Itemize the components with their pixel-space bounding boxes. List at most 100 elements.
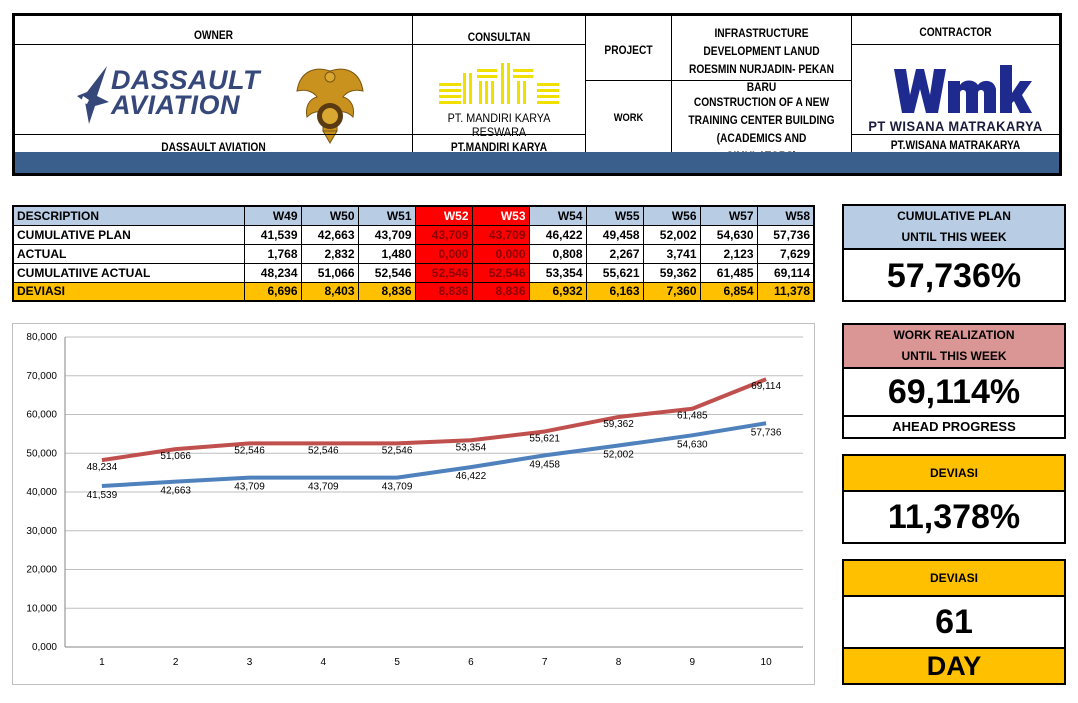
y-tick-label: 50,000 [26, 448, 57, 459]
table-row: CUMULATIIVE ACTUAL 48,234 51,066 52,546 … [12, 262, 815, 283]
table-cell: 69,114 [756, 262, 815, 283]
table-cell: 43,709 [414, 224, 473, 245]
contractor-name: PT.WISANA MATRAKARYA [890, 138, 1021, 152]
table-cell: 51,066 [300, 262, 359, 283]
table-header-cell: W56 [642, 205, 701, 226]
dassault-aviation-logo: DASSAULT AVIATION [75, 66, 275, 136]
deviasi-days-panel: DEVIASI 61 DAY [842, 559, 1066, 685]
data-label: 61,485 [677, 411, 708, 422]
contractor-label: CONTRACTOR [919, 25, 992, 39]
table-cell: 61,485 [699, 262, 758, 283]
consultant-cell: CONSULTAN PT. MANDIRI KARYA RESWARA PT.M… [413, 16, 586, 168]
table-cell: 11,378 [756, 281, 815, 302]
data-label: 41,539 [87, 490, 118, 501]
work-label: WORK [613, 112, 644, 124]
data-label: 51,066 [160, 451, 191, 462]
y-tick-label: 30,000 [26, 526, 57, 537]
deviasi-days-unit: DAY [844, 647, 1064, 683]
table-cell: 2,832 [300, 243, 359, 264]
cumulative-plan-panel: CUMULATIVE PLAN UNTIL THIS WEEK 57,736% [842, 204, 1066, 302]
y-tick-label: 10,000 [26, 603, 57, 614]
header-rule [586, 80, 852, 81]
progress-status: AHEAD PROGRESS [844, 415, 1064, 437]
project-header: OWNER DASSAULT AVIATION DASSAULT AVIATIO… [12, 13, 1062, 176]
y-tick-label: 80,000 [26, 332, 57, 343]
panel-caption: UNTIL THIS WEEK [901, 349, 1007, 363]
x-tick-label: 10 [761, 657, 773, 668]
chart-svg: 0,000 10,000 20,000 30,000 40,000 50,000 60,00… [26, 332, 803, 668]
deviasi-days-value: 61 [844, 595, 1064, 647]
table-header-cell: W58 [756, 205, 815, 226]
data-label: 52,546 [234, 445, 265, 456]
project-label-cell: PROJECT WORK [586, 16, 672, 155]
progress-table: DESCRIPTION W49 W50 W51 W52 W53 W54 W55 … [12, 205, 815, 302]
x-tick-label: 2 [173, 657, 179, 668]
panel-caption: DEVIASI [844, 456, 1064, 490]
table-cell: 1,768 [243, 243, 302, 264]
y-tick-label: 20,000 [26, 565, 57, 576]
table-cell: 52,002 [642, 224, 701, 245]
data-label: 43,709 [234, 482, 265, 493]
air-force-emblem-icon [296, 68, 364, 144]
project-value-cell: INFRASTRUCTURE DEVELOPMENT LANUD ROESMIN… [672, 16, 852, 163]
deviasi-percent-panel: DEVIASI 11,378% [842, 454, 1066, 544]
table-cell: 48,234 [243, 262, 302, 283]
table-cell: 6,696 [243, 281, 302, 302]
table-cell: 0,808 [528, 243, 587, 264]
progress-line-chart: 0,000 10,000 20,000 30,000 40,000 50,000 60,00… [12, 323, 815, 685]
data-label: 52,002 [603, 449, 634, 460]
table-row: CUMULATIVE PLAN 41,539 42,663 43,709 43,… [12, 224, 815, 245]
data-label: 69,114 [751, 381, 781, 392]
project-label: PROJECT [604, 43, 653, 57]
table-cell: 8,836 [414, 281, 473, 302]
series-line [101, 421, 767, 489]
data-label: 52,546 [308, 445, 339, 456]
consultant-logo-text: PT. MANDIRI KARYA RESWARA [447, 111, 551, 139]
project-value: INFRASTRUCTURE DEVELOPMENT LANUD ROESMIN… [688, 26, 835, 94]
table-header-cell: W50 [300, 205, 359, 226]
panel-caption: UNTIL THIS WEEK [901, 230, 1007, 244]
table-cell: 7,629 [756, 243, 815, 264]
header-rule [852, 134, 1059, 135]
owner-cell: OWNER DASSAULT AVIATION DASSAULT AVIATIO… [15, 16, 413, 155]
x-tick-label: 4 [321, 657, 327, 668]
work-realization-value: 69,114% [844, 367, 1064, 415]
y-tick-label: 60,000 [26, 410, 57, 421]
table-cell: 0,000 [414, 243, 473, 264]
table-cell: 59,362 [642, 262, 701, 283]
table-header-cell: W57 [699, 205, 758, 226]
x-tick-label: 3 [247, 657, 253, 668]
data-label: 54,630 [677, 439, 708, 450]
table-cell: 53,354 [528, 262, 587, 283]
row-label: DEVIASI [12, 281, 245, 302]
data-label: 52,546 [382, 445, 413, 456]
table-row-deviasi: DEVIASI 6,696 8,403 8,836 8,836 8,836 6,… [12, 281, 815, 302]
table-cell: 1,480 [357, 243, 416, 264]
panel-caption: DEVIASI [844, 561, 1064, 595]
panel-caption: CUMULATIVE PLAN [897, 209, 1011, 223]
data-label: 46,422 [456, 471, 487, 482]
header-rule [852, 44, 1059, 45]
table-header-cell: W54 [528, 205, 587, 226]
data-label: 48,234 [87, 462, 118, 473]
table-cell: 8,403 [300, 281, 359, 302]
table-header-cell: W52 [414, 205, 473, 226]
table-cell: 46,422 [528, 224, 587, 245]
table-cell: 3,741 [642, 243, 701, 264]
x-tick-label: 9 [690, 657, 696, 668]
header-band [15, 152, 1059, 173]
data-label: 53,354 [456, 442, 487, 453]
data-label: 55,621 [529, 433, 560, 444]
work-realization-panel: WORK REALIZATION UNTIL THIS WEEK 69,114%… [842, 323, 1066, 439]
table-cell: 49,458 [585, 224, 644, 245]
table-cell: 7,360 [642, 281, 701, 302]
data-label: 43,709 [382, 482, 413, 493]
table-cell: 42,663 [300, 224, 359, 245]
data-label: 57,736 [751, 427, 782, 438]
data-label: 49,458 [529, 459, 560, 470]
table-cell: 52,546 [471, 262, 530, 283]
data-label: 43,709 [308, 482, 339, 493]
x-tick-label: 6 [468, 657, 474, 668]
table-cell: 43,709 [357, 224, 416, 245]
contractor-logo-subtext: PT WISANA MATRAKARYA [868, 118, 1043, 134]
